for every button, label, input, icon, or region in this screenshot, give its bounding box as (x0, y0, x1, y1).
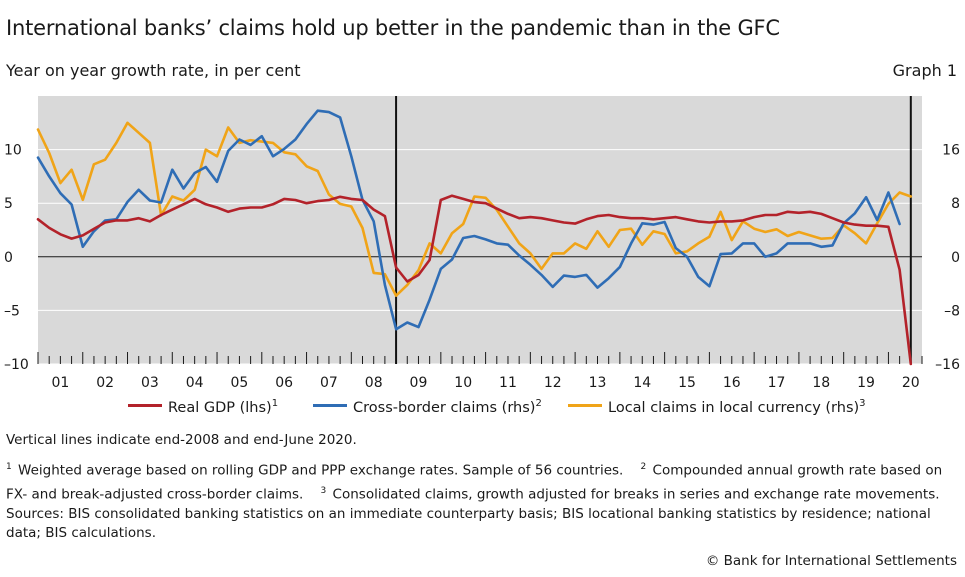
x-tick-label: 19 (857, 375, 875, 391)
y-tick-label-right: 0 (951, 250, 960, 266)
legend-swatch-gdp (128, 404, 162, 408)
x-tick-label: 20 (902, 375, 920, 391)
footnote-2-number: 2 (640, 462, 647, 472)
y-tick-label-left: 0 (4, 250, 13, 266)
x-tick-label: 15 (678, 375, 696, 391)
y-tick-label-right: 16 (942, 143, 960, 159)
copyright: © Bank for International Settlements (705, 553, 957, 569)
chart-title: International banks’ claims hold up bett… (6, 16, 780, 40)
legend-label-cross-border: Cross-border claims (rhs) (353, 399, 536, 416)
chart-subtitle: Year on year growth rate, in per cent (6, 61, 301, 80)
legend-swatch-local (568, 404, 602, 408)
x-tick-label: 02 (96, 375, 114, 391)
y-tick-label-right: –16 (935, 357, 960, 373)
line-chart: 10 5 0 –5 –10 16 8 0 –8 –16 01 02 03 04 05 06 07 08 09 10… (4, 96, 960, 391)
right-axis: 16 8 0 –8 –16 (935, 143, 960, 373)
x-tick-label: 06 (275, 375, 293, 391)
x-tick-label: 08 (365, 375, 383, 391)
footnote-2-text: Compounded annual growth rate based on F… (6, 462, 943, 503)
series-line-gdp (36, 194, 913, 366)
legend-footnote-gdp: 1 (271, 398, 279, 409)
y-tick-label-left: 10 (4, 143, 22, 159)
y-tick-label-right: –8 (944, 303, 960, 319)
legend-item-local: Local claims in local currency (rhs)3 (568, 398, 866, 416)
legend-label-local: Local claims in local currency (rhs) (608, 399, 860, 416)
legend-label-gdp: Real GDP (lhs) (168, 399, 272, 416)
y-tick-label-left: –5 (4, 303, 20, 319)
x-tick-label: 09 (410, 375, 428, 391)
x-tick-label: 18 (812, 375, 830, 391)
x-tick-label: 07 (320, 375, 338, 391)
x-tick-label: 16 (723, 375, 741, 391)
legend-footnote-local: 3 (859, 398, 866, 409)
x-tick-label: 17 (768, 375, 786, 391)
x-tick-label: 13 (589, 375, 607, 391)
y-tick-label-right: 8 (951, 196, 960, 212)
footnotes: 1 Weighted average based on rolling GDP … (6, 457, 961, 504)
x-tick-label: 03 (141, 375, 159, 391)
legend-item-gdp: Real GDP (lhs)1 (128, 398, 278, 416)
footnote-1-number: 1 (6, 462, 12, 472)
legend-footnote-cross-border: 2 (535, 398, 542, 409)
legend-swatch-cross-border (313, 404, 347, 408)
graph-label: Graph 1 (892, 61, 957, 80)
y-tick-label-left: 5 (4, 196, 13, 212)
footnote-3-text: Consolidated claims, growth adjusted for… (332, 486, 940, 502)
series-line-cross-border (36, 109, 901, 331)
footnote-3-number: 3 (320, 485, 327, 496)
series-line-local (36, 121, 913, 298)
series-group (36, 109, 913, 366)
legend: Real GDP (lhs)1 Cross-border claims (rhs… (0, 398, 965, 422)
x-tick-label: 14 (633, 375, 651, 391)
sources: Sources: BIS consolidated banking statis… (6, 506, 931, 541)
reference-lines (395, 96, 912, 364)
chart-note: Vertical lines indicate end-2008 and end… (6, 432, 357, 448)
x-tick-label: 11 (499, 375, 517, 391)
x-tick-label: 12 (544, 375, 562, 391)
x-tick-label: 05 (231, 375, 249, 391)
x-tick-label: 10 (454, 375, 472, 391)
plot-area (38, 96, 922, 364)
left-axis: 10 5 0 –5 –10 (4, 143, 29, 373)
y-tick-label-left: –10 (4, 357, 29, 373)
x-tick-label: 01 (51, 375, 69, 391)
x-axis: 01 02 03 04 05 06 07 08 09 10 11 12 13 14 15 16 17 18 19 20 (37, 352, 923, 391)
footnote-1-text: Weighted average based on rolling GDP an… (18, 462, 624, 479)
legend-item-cross-border: Cross-border claims (rhs)2 (313, 398, 542, 416)
x-tick-label: 04 (186, 375, 204, 391)
